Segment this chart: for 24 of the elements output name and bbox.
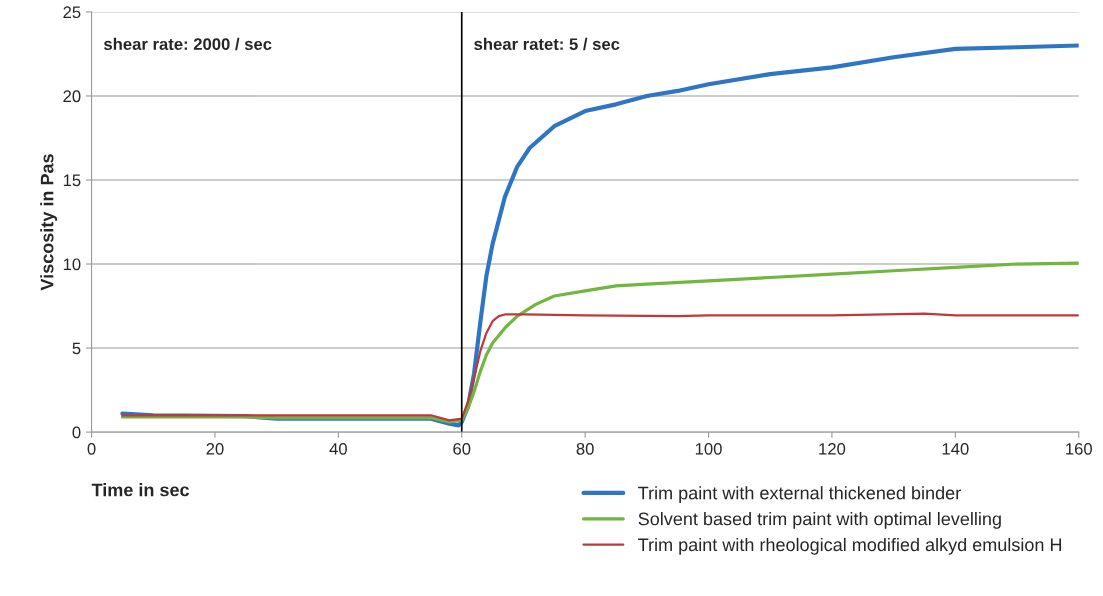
legend-label: Solvent based trim paint with optimal levelling bbox=[638, 512, 1001, 529]
y-tick-label: 15 bbox=[63, 174, 81, 187]
annotation: shear ratet: 5 / sec bbox=[474, 37, 620, 51]
x-tick-label: 160 bbox=[1066, 442, 1092, 455]
y-tick-label: 25 bbox=[63, 6, 81, 19]
x-tick-label: 40 bbox=[329, 442, 347, 455]
x-tick-label: 100 bbox=[695, 442, 722, 455]
x-tick-label: 140 bbox=[942, 442, 969, 455]
x-tick-label: 0 bbox=[87, 442, 96, 455]
x-tick-label: 20 bbox=[206, 442, 224, 455]
legend-label: Trim paint with rheological modified alkyd emulsion H bbox=[638, 537, 1062, 555]
y-tick-label: 10 bbox=[63, 258, 81, 271]
y-tick-label: 5 bbox=[72, 342, 81, 355]
x-tick-label: 80 bbox=[576, 442, 594, 455]
x-tick-label: 120 bbox=[819, 442, 846, 455]
annotation: shear rate: 2000 / sec bbox=[103, 37, 272, 51]
y-tick-label: 0 bbox=[72, 426, 81, 439]
x-axis-title: Time in sec bbox=[91, 483, 190, 497]
line-series bbox=[120, 261, 1079, 424]
y-axis-title: Viscosity in Pas bbox=[40, 154, 58, 291]
x-tick-label: 60 bbox=[453, 442, 471, 455]
legend-label: Trim paint with external thickened binder bbox=[638, 486, 961, 503]
y-tick-label: 20 bbox=[63, 90, 81, 103]
line-series bbox=[121, 312, 1079, 422]
